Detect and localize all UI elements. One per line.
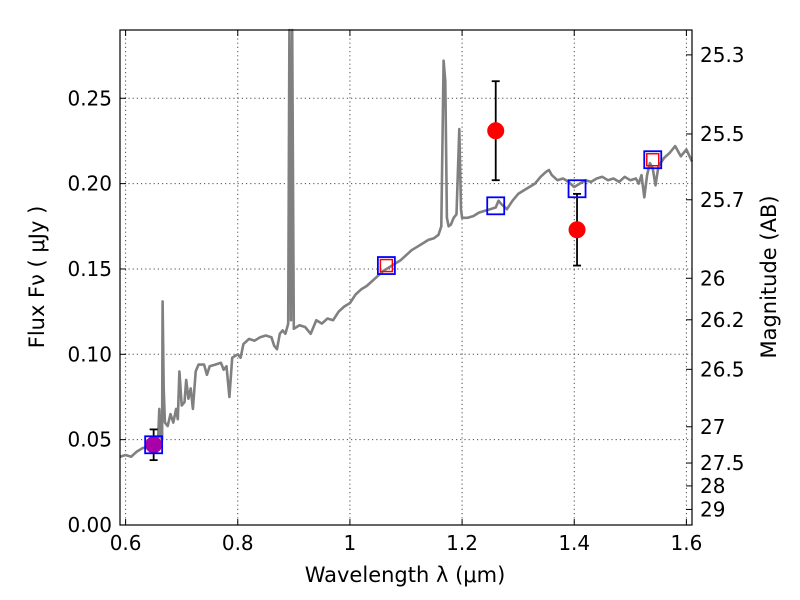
markers-layer (144, 80, 663, 462)
mag-tick-label: 25.5 (700, 122, 745, 146)
mag-tick-label: 29 (700, 497, 725, 521)
mag-tick-label: 26.5 (700, 357, 745, 381)
mag-tick-label: 26.2 (700, 308, 745, 332)
right-y-axis-label: Magnitude (AB) (757, 195, 781, 358)
y-tick-label: 0.25 (67, 86, 112, 110)
observed-point (568, 221, 586, 239)
observed-point (145, 436, 163, 454)
x-tick-label: 0.8 (222, 531, 254, 555)
model-point (376, 256, 396, 275)
mag-tick-label: 25.3 (700, 43, 745, 67)
model-point (643, 150, 663, 170)
x-tick-label: 1 (344, 531, 357, 555)
mag-tick-label: 27.5 (700, 451, 745, 475)
y-tick-label: 0.20 (67, 172, 112, 196)
observed-point (487, 122, 505, 140)
grid-layer (120, 30, 692, 525)
observed-point (379, 258, 394, 273)
model-point (486, 196, 506, 216)
model-point (144, 435, 164, 455)
y-tick-label: 0.15 (67, 257, 112, 281)
mag-tick-label: 28 (700, 474, 725, 498)
y-tick-label: 0.05 (67, 428, 112, 452)
x-axis-label: Wavelength λ (μm) (305, 563, 506, 587)
x-tick-label: 1.6 (670, 531, 702, 555)
x-tick-label: 0.6 (110, 531, 142, 555)
ticks-layer: 0.6 0.8 1 1.2 1.4 1.6 0.00 0.05 0.10 0.15 0.20 0.25… (67, 30, 745, 555)
observed-point (645, 152, 660, 167)
spectrum-line (119, 28, 694, 458)
plot-frame (119, 29, 693, 526)
x-tick-label: 1.4 (558, 531, 590, 555)
y-axis-label: Flux Fν ( μJy ) (25, 206, 49, 349)
mag-tick-label: 26 (700, 266, 725, 290)
model-point (567, 179, 587, 199)
y-tick-label: 0.00 (67, 513, 112, 537)
mag-tick-label: 27 (700, 415, 725, 439)
x-tick-label: 1.2 (446, 531, 478, 555)
series-layer (119, 28, 694, 458)
y-tick-label: 0.10 (67, 342, 112, 366)
mag-tick-label: 25.7 (700, 188, 745, 212)
